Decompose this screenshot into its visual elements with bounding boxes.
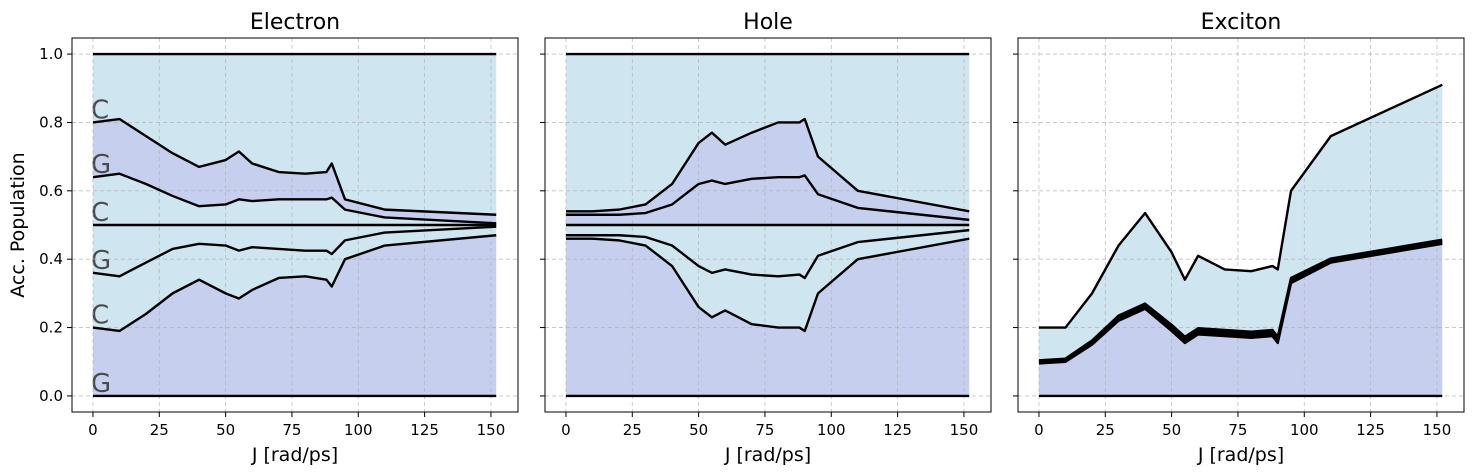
- x-tick-label: 25: [150, 421, 169, 439]
- boundary-line: [1038, 83, 1443, 329]
- boundary-line: [92, 225, 497, 278]
- x-tick-label: 0: [1034, 421, 1044, 439]
- panel: 0 25 50 75 100 125 150 Hole J [rad/ps]: [540, 10, 992, 466]
- x-axis-label: J [rad/ps]: [1197, 444, 1284, 466]
- x-tick-label: 100: [344, 421, 373, 439]
- area-segment: [565, 225, 970, 278]
- y-tick-label: 0.8: [39, 113, 63, 131]
- x-tick-label: 100: [1290, 421, 1319, 439]
- boundary-line: [92, 117, 497, 216]
- boundary-line: [565, 228, 970, 280]
- x-tick-label: 150: [950, 421, 979, 439]
- boundary-line: [565, 117, 970, 213]
- x-tick-label: 50: [689, 421, 708, 439]
- x-tick-label: 150: [1423, 421, 1452, 439]
- segment-label: G: [91, 150, 111, 180]
- boundary-line: [565, 174, 970, 222]
- x-tick-label: 0: [561, 421, 571, 439]
- x-tick-label: 25: [623, 421, 642, 439]
- area-segment: [92, 119, 497, 224]
- panel-title: Hole: [743, 10, 793, 35]
- area-segment: [92, 54, 497, 215]
- axes-frame: [544, 37, 992, 413]
- x-tick-label: 100: [817, 421, 846, 439]
- boundary-line: [92, 234, 497, 333]
- area-segment: [1038, 243, 1443, 396]
- area-segment: [92, 226, 497, 331]
- area-segment: [565, 238, 970, 396]
- segment-label: C: [91, 301, 109, 331]
- boundary-line: [1038, 238, 1443, 362]
- area-segment: [92, 225, 497, 277]
- area-segment: [565, 119, 970, 220]
- panel-title: Electron: [250, 10, 340, 35]
- x-tick-label: 125: [1356, 421, 1385, 439]
- y-tick-label: 0.2: [39, 319, 63, 337]
- x-axis-label: J [rad/ps]: [724, 444, 811, 466]
- x-tick-label: 75: [1228, 421, 1247, 439]
- area-segment: [565, 230, 970, 331]
- x-tick-label: 125: [410, 421, 439, 439]
- x-tick-label: 50: [1162, 421, 1181, 439]
- x-tick-label: 0: [88, 421, 98, 439]
- x-tick-label: 125: [883, 421, 912, 439]
- area-segment: [565, 175, 970, 225]
- y-tick-label: 0.4: [39, 250, 63, 268]
- y-axis-label: Acc. Population: [7, 152, 29, 297]
- boundary-line: [92, 172, 497, 225]
- x-tick-label: 50: [216, 421, 235, 439]
- boundary-line: [565, 237, 970, 333]
- area-segment: [92, 235, 497, 396]
- axes-frame: [1017, 37, 1465, 413]
- panel-title: Exciton: [1201, 10, 1282, 35]
- x-tick-label: 150: [477, 421, 506, 439]
- panel: 0 25 50 75 100 125 150 Exciton J [rad/ps]: [1013, 10, 1465, 466]
- segment-label: C: [91, 198, 109, 228]
- axes-frame: [71, 37, 519, 413]
- x-tick-label: 25: [1096, 421, 1115, 439]
- area-segment: [92, 173, 497, 225]
- y-tick-label: 0.0: [39, 387, 63, 405]
- segment-label: G: [91, 369, 111, 399]
- x-tick-label: 75: [282, 421, 301, 439]
- segment-label: G: [91, 246, 111, 276]
- area-segment: [1038, 84, 1443, 361]
- x-axis-label: J [rad/ps]: [251, 444, 338, 466]
- area-segment: [565, 54, 970, 212]
- y-tick-label: 0.6: [39, 182, 63, 200]
- x-tick-label: 75: [755, 421, 774, 439]
- segment-label: C: [91, 95, 109, 125]
- y-tick-label: 1.0: [39, 45, 63, 63]
